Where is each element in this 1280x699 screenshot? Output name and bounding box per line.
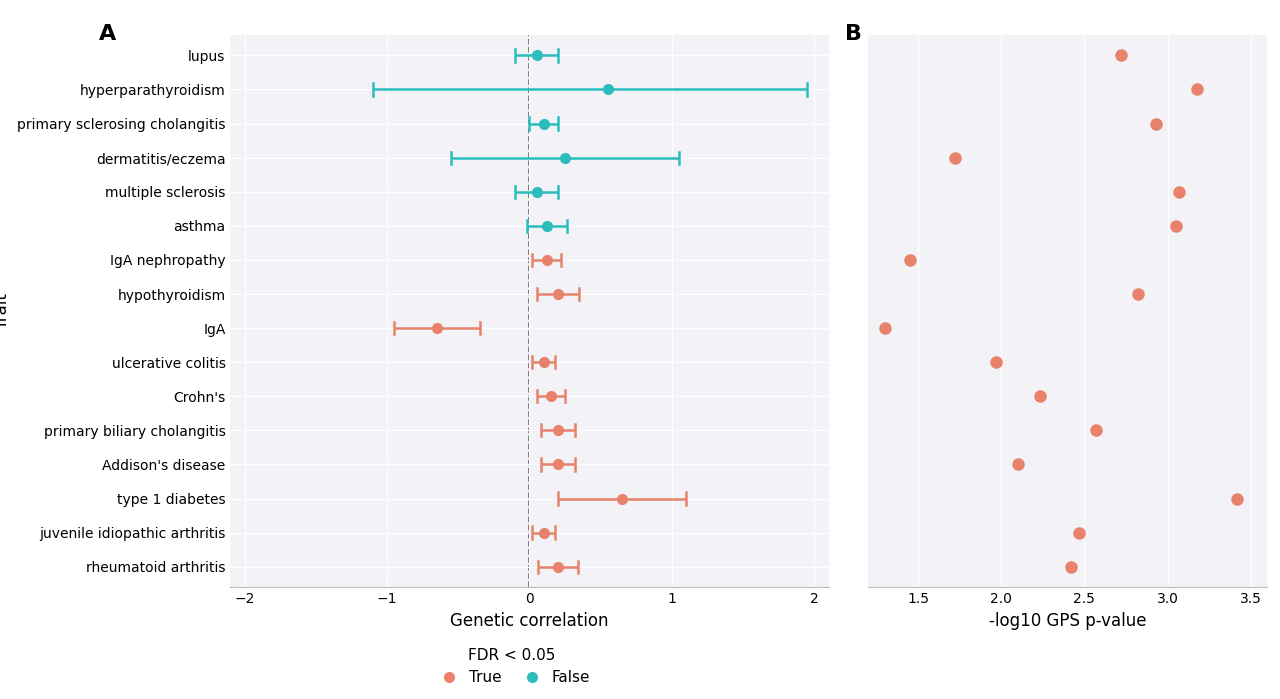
Y-axis label: Trait: Trait — [0, 293, 12, 329]
X-axis label: -log10 GPS p-value: -log10 GPS p-value — [989, 612, 1147, 630]
Text: B: B — [845, 24, 861, 44]
Text: A: A — [99, 24, 116, 44]
X-axis label: Genetic correlation: Genetic correlation — [451, 612, 609, 630]
Legend: True, False: True, False — [428, 642, 596, 691]
